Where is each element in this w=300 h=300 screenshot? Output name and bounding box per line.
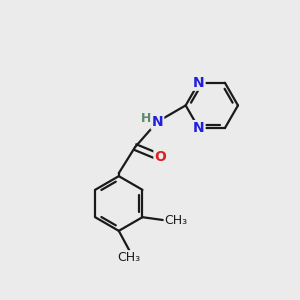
Text: O: O <box>154 150 166 164</box>
Text: N: N <box>152 115 163 129</box>
Text: N: N <box>193 121 205 135</box>
Text: N: N <box>193 76 205 90</box>
Text: CH₃: CH₃ <box>164 214 187 226</box>
Text: H: H <box>141 112 151 125</box>
Text: CH₃: CH₃ <box>118 251 141 264</box>
